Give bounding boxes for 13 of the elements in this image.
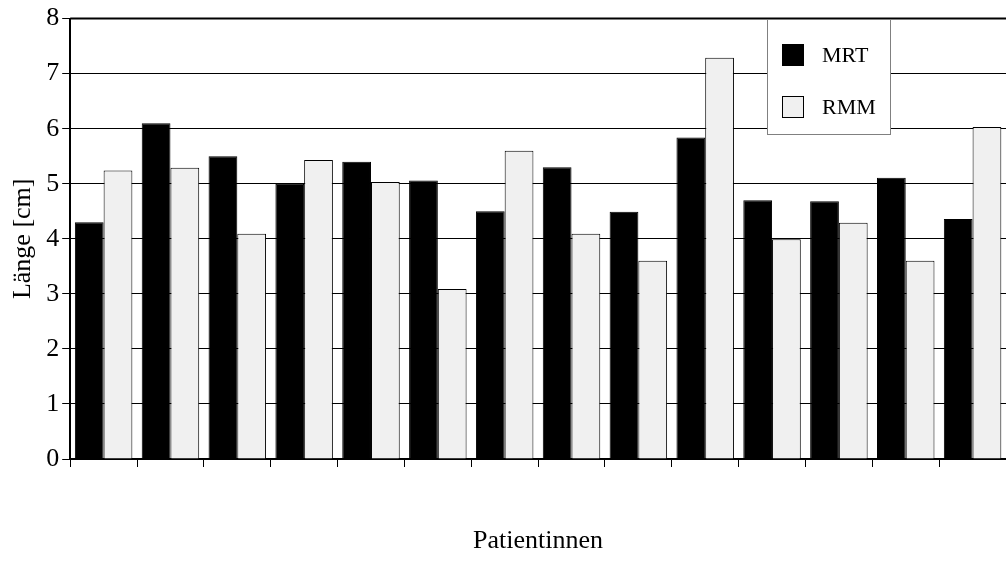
y-tick-label: 0: [46, 442, 60, 472]
y-tick-label: 3: [46, 277, 60, 307]
y-axis-title: Länge [cm]: [7, 178, 37, 300]
y-tick-label: 2: [46, 332, 60, 362]
y-tick-label: 5: [46, 167, 60, 197]
y-tick-label: 1: [46, 387, 60, 417]
legend-label: MRT: [822, 41, 869, 68]
legend-label: RMM: [822, 93, 876, 120]
y-tick-label: 6: [46, 112, 60, 142]
y-tick-label: 4: [46, 222, 60, 252]
y-tick-label: 8: [46, 2, 60, 32]
y-tick-label: 7: [46, 57, 60, 87]
x-axis-title: Patientinnen: [473, 525, 604, 555]
